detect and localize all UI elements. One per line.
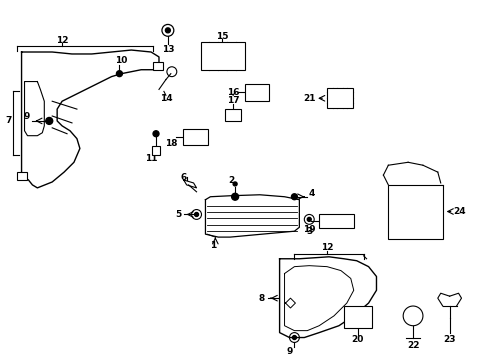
- Bar: [244, 84, 268, 101]
- Text: 12: 12: [56, 36, 68, 45]
- Bar: [152, 145, 160, 156]
- Text: 9: 9: [285, 347, 292, 356]
- Text: 5: 5: [175, 210, 182, 219]
- Text: 11: 11: [144, 154, 157, 163]
- Text: 12: 12: [320, 243, 333, 252]
- Circle shape: [46, 117, 53, 124]
- Text: 21: 21: [303, 94, 315, 103]
- Text: 18: 18: [164, 139, 177, 148]
- Circle shape: [291, 194, 297, 200]
- Circle shape: [231, 193, 238, 200]
- Text: 8: 8: [258, 294, 264, 303]
- Bar: [17, 172, 27, 180]
- Bar: [343, 306, 371, 328]
- Circle shape: [116, 71, 122, 77]
- Circle shape: [306, 217, 310, 221]
- Circle shape: [153, 131, 159, 137]
- Bar: [153, 62, 163, 70]
- Text: 4: 4: [308, 189, 315, 198]
- Text: 19: 19: [303, 225, 315, 234]
- Circle shape: [292, 336, 296, 339]
- Bar: [183, 129, 208, 145]
- Text: 17: 17: [226, 96, 239, 105]
- Bar: [326, 89, 352, 108]
- Bar: [319, 215, 353, 228]
- Text: 15: 15: [216, 32, 228, 41]
- Text: 20: 20: [351, 335, 363, 344]
- Text: 7: 7: [5, 116, 12, 125]
- Text: 9: 9: [23, 112, 30, 121]
- Bar: [387, 185, 442, 239]
- Text: 10: 10: [115, 57, 127, 66]
- Text: 13: 13: [162, 45, 174, 54]
- Text: 23: 23: [443, 335, 455, 344]
- Circle shape: [194, 212, 198, 216]
- Text: 1: 1: [210, 242, 216, 251]
- Text: 14: 14: [159, 94, 172, 103]
- Circle shape: [233, 182, 237, 186]
- Text: 22: 22: [406, 341, 418, 350]
- Text: 24: 24: [452, 207, 465, 216]
- Text: 6: 6: [180, 172, 186, 181]
- Text: 2: 2: [227, 176, 234, 185]
- Bar: [225, 109, 241, 121]
- Text: 3: 3: [305, 227, 312, 236]
- Text: 16: 16: [226, 88, 239, 97]
- Circle shape: [165, 28, 170, 33]
- Bar: [200, 42, 244, 70]
